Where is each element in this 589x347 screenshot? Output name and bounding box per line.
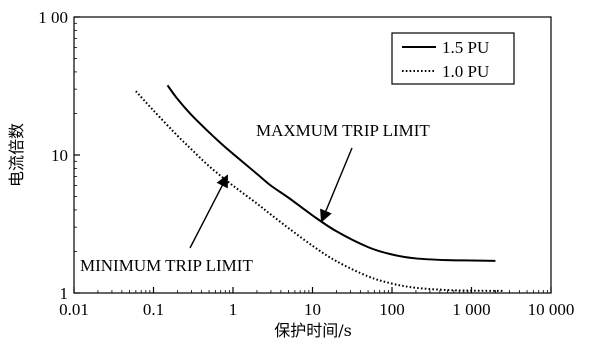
- x-tick-label: 1 000: [452, 300, 490, 319]
- x-tick-label: 1: [229, 300, 238, 319]
- x-tick-label: 10 000: [528, 300, 575, 319]
- series-line-1: [135, 90, 504, 292]
- y-tick-label: 1 00: [38, 8, 68, 27]
- y-axis-title: 电流倍数: [7, 123, 26, 187]
- legend: 1.5 PU 1.0 PU: [391, 32, 515, 85]
- legend-label-0: 1.5 PU: [442, 38, 489, 57]
- y-tick-label: 1: [60, 284, 69, 303]
- annotation-arrow-1: [189, 174, 229, 249]
- annotation-arrow-0: [320, 147, 353, 223]
- legend-box: [391, 32, 515, 85]
- x-axis-title: 保护时间/s: [274, 321, 352, 340]
- x-tick-label: 0.1: [143, 300, 164, 319]
- legend-label-1: 1.0 PU: [442, 62, 489, 81]
- annotation-label-0: MAXMUM TRIP LIMIT: [256, 121, 430, 140]
- y-tick-label: 10: [51, 146, 68, 165]
- tick-group: 0.01 0.1 1 10 100 1 000 10 000 1 10 1 00: [38, 8, 574, 319]
- annotation-label-1: MINIMUM TRIP LIMIT: [80, 256, 253, 275]
- series-group: [135, 84, 504, 292]
- x-tick-label: 0.01: [59, 300, 89, 319]
- annotation-group: MAXMUM TRIP LIMIT MINIMUM TRIP LIMIT: [80, 121, 430, 275]
- x-tick-label: 10: [304, 300, 321, 319]
- x-tick-label: 100: [379, 300, 405, 319]
- series-line-0: [166, 84, 496, 262]
